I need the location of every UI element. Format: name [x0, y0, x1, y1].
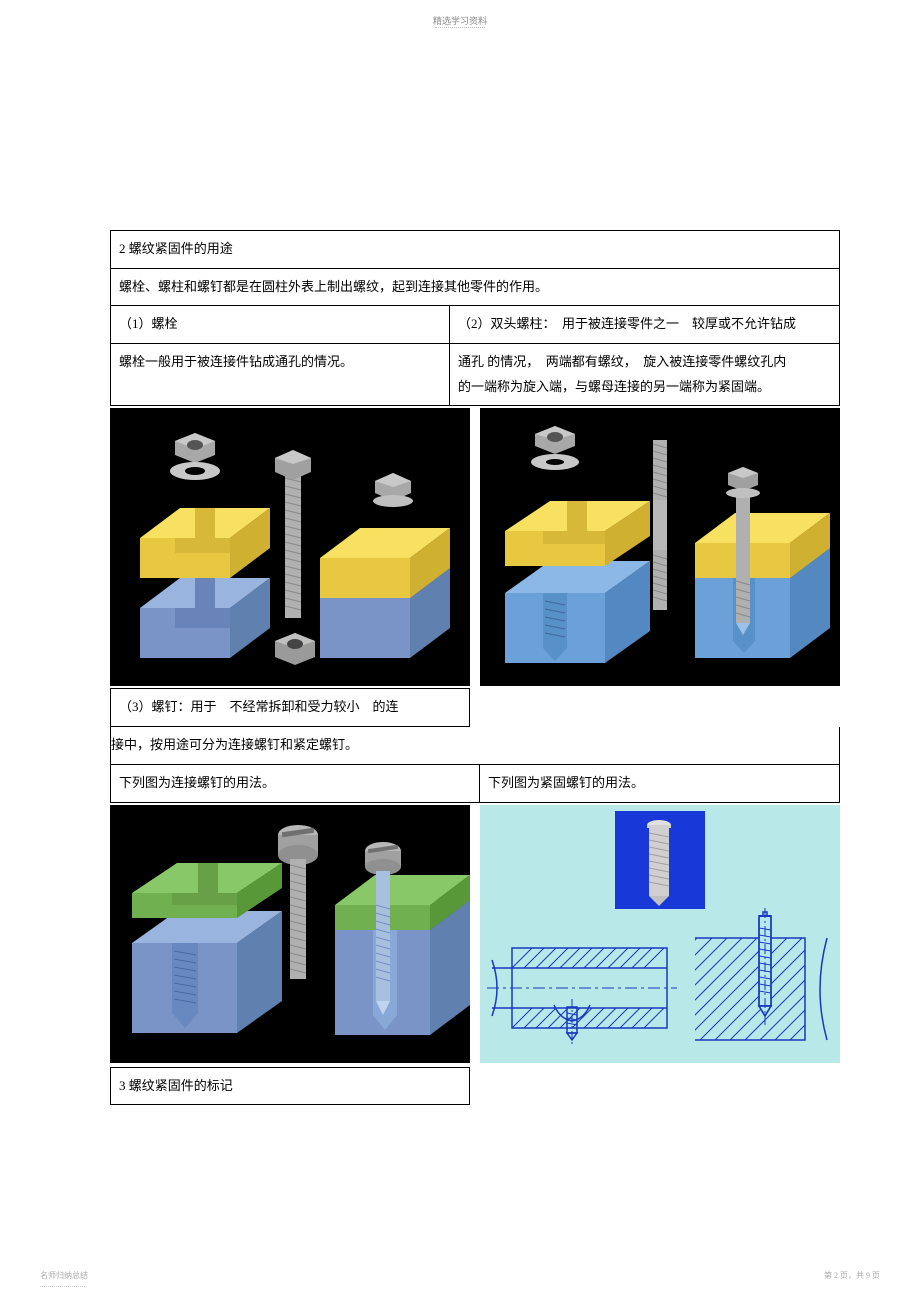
main-content: 2 螺纹紧固件的用途 螺栓、螺柱和螺钉都是在圆柱外表上制出螺纹，起到连接其他零件…	[110, 230, 840, 1105]
row-items-titles: （1）螺栓 （2）双头螺柱： 用于被连接零件之一 较厚或不允许钻成	[110, 306, 840, 344]
item3-cont: 接中，按用途可分为连接螺钉和紧定螺钉。	[110, 727, 840, 765]
item1-title: （1）螺栓	[110, 306, 450, 344]
row-item3: （3）螺钉：用于 不经常拆卸和受力较小 的连	[110, 688, 840, 727]
caption-right: 下列图为紧固螺钉的用法。	[480, 765, 840, 803]
row-items-bodies: 螺栓一般用于被连接件钻成通孔的情况。 通孔 的情况， 两端都有螺纹， 旋入被连接…	[110, 344, 840, 406]
figure-screw-connect	[110, 805, 470, 1063]
item1-body: 螺栓一般用于被连接件钻成通孔的情况。	[110, 344, 450, 406]
footer-left: 名师归纳总结	[40, 1270, 88, 1281]
caption-left: 下列图为连接螺钉的用法。	[110, 765, 480, 803]
item2-body-line1: 通孔 的情况， 两端都有螺纹， 旋入被连接零件螺纹孔内	[458, 350, 831, 375]
item2-body: 通孔 的情况， 两端都有螺纹， 旋入被连接零件螺纹孔内 的一端称为旋入端，与螺母…	[450, 344, 840, 406]
item2-title: （2）双头螺柱： 用于被连接零件之一 较厚或不允许钻成	[450, 306, 840, 344]
item2-body-line2: 的一端称为旋入端，与螺母连接的另一端称为紧固端。	[458, 375, 831, 400]
section2-intro: 螺栓、螺柱和螺钉都是在圆柱外表上制出螺纹，起到连接其他零件的作用。	[110, 269, 840, 307]
figure-row-2	[110, 805, 840, 1063]
figure-row-1	[110, 408, 840, 686]
row-captions: 下列图为连接螺钉的用法。 下列图为紧固螺钉的用法。	[110, 765, 840, 803]
figure-stud	[480, 408, 840, 686]
page-header-label: 精选学习资料	[433, 14, 487, 27]
section2-title: 2 螺纹紧固件的用途	[110, 230, 840, 269]
header-underline	[435, 27, 485, 28]
figure-screw-set	[480, 805, 840, 1063]
footer-right: 第 2 页，共 9 页	[824, 1270, 880, 1281]
figure-bolt	[110, 408, 470, 686]
item3-text: （3）螺钉：用于 不经常拆卸和受力较小 的连	[110, 688, 470, 727]
footer-left-line	[40, 1286, 85, 1287]
section3-title: 3 螺纹紧固件的标记	[110, 1067, 470, 1106]
